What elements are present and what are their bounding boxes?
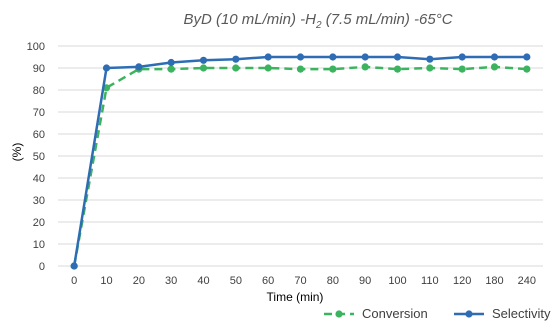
data-point — [361, 63, 369, 71]
legend-label: Conversion — [362, 306, 428, 321]
x-tick-label: 110 — [421, 275, 439, 287]
data-point — [426, 64, 434, 72]
x-tick-label: 180 — [485, 275, 503, 287]
x-tick-label: 30 — [165, 275, 177, 287]
data-point — [490, 63, 499, 71]
legend-item-selectivity: Selectivity — [454, 306, 551, 321]
series-layer — [70, 53, 531, 270]
data-point — [70, 262, 78, 270]
x-tick-label: 70 — [294, 275, 306, 287]
x-tick-label: 0 — [71, 275, 77, 287]
data-point — [296, 53, 305, 61]
data-point — [393, 65, 402, 73]
x-tick-label: 60 — [262, 275, 274, 287]
chart-title-subscript: 2 — [315, 20, 322, 31]
data-point — [458, 65, 466, 73]
y-tick-label: 30 — [33, 195, 45, 207]
y-tick-label: 40 — [33, 173, 45, 185]
data-point — [523, 53, 531, 61]
data-point — [458, 53, 466, 61]
data-point — [135, 63, 143, 71]
legend-item-conversion: Conversion — [324, 306, 428, 321]
data-point — [329, 53, 337, 61]
data-point — [232, 64, 240, 72]
y-tick-label: 0 — [39, 261, 45, 273]
y-axis-label: (%) — [10, 143, 24, 162]
data-point — [264, 64, 272, 72]
x-tick-label: 20 — [133, 275, 145, 287]
data-point — [167, 65, 175, 73]
y-tick-label: 90 — [33, 63, 45, 75]
x-axis-label: Time (min) — [267, 290, 324, 304]
data-point — [264, 53, 272, 61]
y-tick-label: 100 — [27, 41, 45, 53]
y-tick-label: 80 — [33, 85, 45, 97]
data-point — [426, 55, 434, 63]
x-tick-label: 100 — [388, 275, 406, 287]
data-point — [296, 65, 305, 73]
series-line — [72, 55, 527, 267]
data-point — [523, 65, 531, 73]
x-axis-ticks: 0 10 20 30 40 50 60 70 80 90 100 110 120 180 240 — [71, 275, 536, 287]
y-tick-label: 50 — [33, 151, 45, 163]
series-line — [72, 65, 527, 267]
legend: Conversion Selectivity — [324, 306, 551, 321]
legend-label: Selectivity — [492, 306, 551, 321]
x-tick-label: 40 — [197, 275, 209, 287]
y-tick-label: 70 — [33, 107, 45, 119]
series-selectivity — [70, 53, 531, 270]
x-tick-label: 50 — [230, 275, 242, 287]
y-tick-label: 60 — [33, 129, 45, 141]
series-conversion — [70, 63, 531, 270]
data-point — [232, 55, 240, 63]
x-tick-label: 80 — [327, 275, 339, 287]
legend-marker — [465, 310, 473, 318]
y-axis-ticks: 0 10 20 30 40 50 60 70 80 90 100 — [27, 41, 45, 273]
data-point — [361, 53, 369, 61]
chart-title-main: ByD (10 mL/min) -H — [183, 11, 316, 28]
data-point — [167, 58, 175, 67]
data-point — [199, 64, 208, 72]
x-tick-label: 90 — [359, 275, 371, 287]
data-point — [393, 53, 402, 61]
data-point — [329, 65, 337, 73]
y-tick-label: 20 — [33, 217, 45, 229]
chart-title-rest: (7.5 mL/min) -65°C — [322, 11, 453, 28]
x-tick-label: 240 — [518, 275, 536, 287]
x-tick-label: 120 — [453, 275, 471, 287]
data-point — [490, 53, 499, 61]
data-point — [102, 64, 111, 72]
gridlines — [58, 45, 543, 267]
x-tick-label: 10 — [100, 275, 112, 287]
data-point — [199, 56, 208, 64]
y-tick-label: 10 — [33, 239, 45, 251]
legend-marker — [335, 310, 343, 318]
chart-title: ByD (10 mL/min) -H2 (7.5 mL/min) -65°C — [183, 11, 452, 31]
